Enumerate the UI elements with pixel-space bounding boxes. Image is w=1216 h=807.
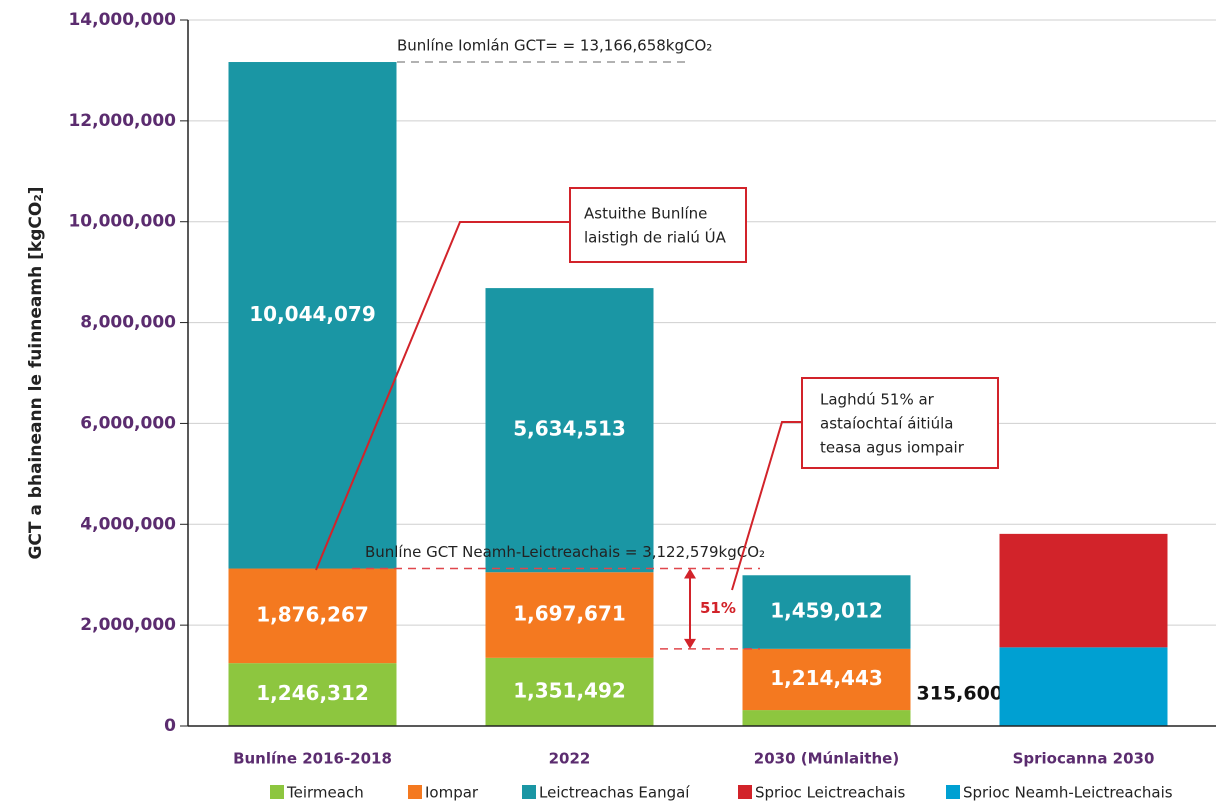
bar-segment: [742, 648, 911, 711]
bar-segment: [742, 710, 911, 726]
callout-text: Laghdú 51% ar: [820, 391, 935, 409]
legend-label: Leictreachas Eangaí: [539, 784, 690, 802]
bar-segment: [999, 533, 1168, 648]
bar-segment: [228, 663, 397, 726]
callout-leader: [731, 421, 802, 591]
callout-text: astaíochtaí áitiúla: [820, 415, 953, 433]
data-label: 1,246,312: [256, 681, 369, 705]
bar-segment: [228, 62, 397, 569]
callout-text: Astuithe Bunlíne: [584, 205, 707, 223]
x-tick-label: Bunlíne 2016-2018: [233, 750, 392, 768]
y-tick-label: 14,000,000: [68, 10, 176, 30]
y-tick-label: 4,000,000: [80, 514, 176, 534]
data-label: 1,351,492: [513, 678, 626, 702]
data-label: 5,634,513: [513, 417, 626, 441]
legend-swatch: [946, 785, 960, 799]
data-label: 1,697,671: [513, 602, 626, 626]
x-tick-label: 2030 (Múnlaithe): [754, 750, 899, 768]
bar-segment: [485, 288, 654, 573]
bar-segment: [485, 657, 654, 726]
y-tick-label: 2,000,000: [80, 615, 176, 635]
reference-label: Bunlíne Iomlán GCT= = 13,166,658kgCO₂: [397, 37, 712, 55]
callout: Laghdú 51% ar astaíochtaí áitiúla teasa …: [731, 377, 999, 591]
callout: Astuithe Bunlíne laistigh de rialú ÚA: [315, 187, 747, 571]
reference-label: Bunlíne GCT Neamh-Leictreachais = 3,122,…: [365, 543, 765, 561]
data-label: 1,459,012: [770, 599, 883, 623]
legend-swatch: [270, 785, 284, 799]
y-tick-label: 8,000,000: [80, 313, 176, 333]
data-label: 315,600: [917, 683, 1004, 705]
data-label: 1,876,267: [256, 602, 369, 626]
callout-box: [801, 377, 999, 469]
y-tick-label: 10,000,000: [68, 212, 176, 232]
legend-label: Sprioc Leictreachais: [755, 784, 906, 802]
arrow-head: [684, 568, 696, 579]
callout-box: [569, 187, 747, 263]
data-label: 10,044,079: [249, 302, 376, 326]
callout-text: teasa agus iompair: [820, 439, 965, 457]
bar-segment: [485, 572, 654, 658]
bar-segment: [228, 568, 397, 664]
y-tick-label: 6,000,000: [80, 413, 176, 433]
callout-leader: [315, 221, 570, 571]
arrow-label: 51%: [700, 599, 736, 617]
bar-segment: [999, 647, 1168, 726]
data-label: 1,214,443: [770, 666, 883, 690]
legend-label: Teirmeach: [286, 784, 364, 802]
legend-label: Iompar: [425, 784, 479, 802]
legend-swatch: [522, 785, 536, 799]
legend-swatch: [738, 785, 752, 799]
legend-swatch: [408, 785, 422, 799]
x-tick-label: 2022: [549, 750, 591, 768]
arrow-head: [684, 638, 696, 649]
y-tick-label: 12,000,000: [68, 111, 176, 131]
y-axis-label: GCT a bhaineann le fuinneamh [kgCO₂]: [26, 186, 46, 559]
y-tick-label: 0: [164, 716, 176, 736]
callout-text: laistigh de rialú ÚA: [584, 228, 727, 247]
x-tick-label: Spriocanna 2030: [1013, 750, 1155, 768]
bar-segment: [742, 575, 911, 649]
legend-label: Sprioc Neamh-Leictreachais: [963, 784, 1173, 802]
